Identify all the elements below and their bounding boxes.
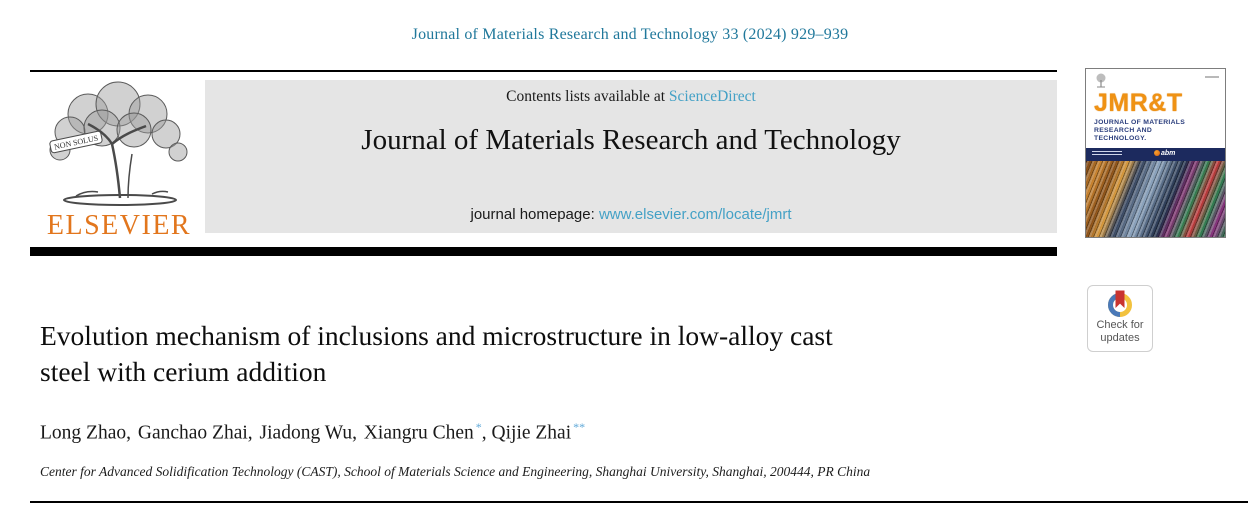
section-divider-rule <box>30 501 1248 503</box>
jmrt-logo: JMR&T <box>1094 89 1183 117</box>
author: Ganchao Zhai, <box>137 422 258 444</box>
article-title-line2: steel with cerium addition <box>40 356 327 387</box>
author: Long Zhao, <box>40 422 136 444</box>
article-title-line1: Evolution mechanism of inclusions and mi… <box>40 320 833 351</box>
crossmark-label-line1: Check for <box>1096 319 1144 331</box>
abm-logo: abm <box>1154 150 1175 157</box>
elsevier-wordmark: ELSEVIER <box>46 210 192 241</box>
header-thick-rule <box>30 247 1057 256</box>
cover-issn-placeholder <box>1205 76 1219 78</box>
cover-navy-bar: abm <box>1086 148 1225 161</box>
author: , Qijie Zhai <box>481 422 572 444</box>
author-list: Long Zhao, Ganchao Zhai, Jiadong Wu, Xia… <box>40 420 1050 445</box>
corresponding-author-link[interactable]: * <box>475 420 482 434</box>
check-for-updates-badge[interactable]: Check for updates <box>1087 285 1153 352</box>
cover-header: JMR&T JOURNAL OF MATERIALS RESEARCH AND … <box>1086 69 1225 148</box>
homepage-line: journal homepage: www.elsevier.com/locat… <box>205 206 1057 223</box>
homepage-prefix: journal homepage: <box>470 206 595 223</box>
homepage-url-link[interactable]: www.elsevier.com/locate/jmrt <box>598 206 792 223</box>
journal-citation-link[interactable]: Journal of Materials Research and Techno… <box>411 26 849 43</box>
elsevier-logo: NON SOLUS ELSEVIER <box>36 80 202 242</box>
header-top-rule <box>30 70 1057 72</box>
author: Xiangru Chen <box>363 422 474 444</box>
contents-line: Contents lists available at ScienceDirec… <box>205 88 1057 106</box>
journal-title: Journal of Materials Research and Techno… <box>361 124 901 156</box>
affiliation: Center for Advanced Solidification Techn… <box>40 464 871 479</box>
jmrt-subtitle: JOURNAL OF MATERIALS RESEARCH AND TECHNO… <box>1094 119 1186 142</box>
crossmark-label-line2: updates <box>1100 331 1140 344</box>
abm-dot-icon <box>1154 150 1160 157</box>
cover-elsevier-tree-icon <box>1096 73 1106 88</box>
elsevier-tree-icon: NON SOLUS <box>49 81 188 206</box>
cover-society-text-placeholder <box>1092 151 1122 157</box>
journal-cover-thumbnail: JMR&T JOURNAL OF MATERIALS RESEARCH AND … <box>1085 68 1226 238</box>
masthead-banner: Contents lists available at ScienceDirec… <box>205 80 1057 233</box>
sciencedirect-link[interactable]: ScienceDirect <box>668 88 756 105</box>
article-title: Evolution mechanism of inclusions and mi… <box>40 318 1050 390</box>
author: Jiadong Wu, <box>259 422 362 444</box>
crossmark-icon <box>1107 290 1132 317</box>
cover-artwork-image <box>1086 161 1225 237</box>
corresponding-author-link[interactable]: ** <box>573 420 586 434</box>
contents-prefix: Contents lists available at <box>506 88 666 105</box>
